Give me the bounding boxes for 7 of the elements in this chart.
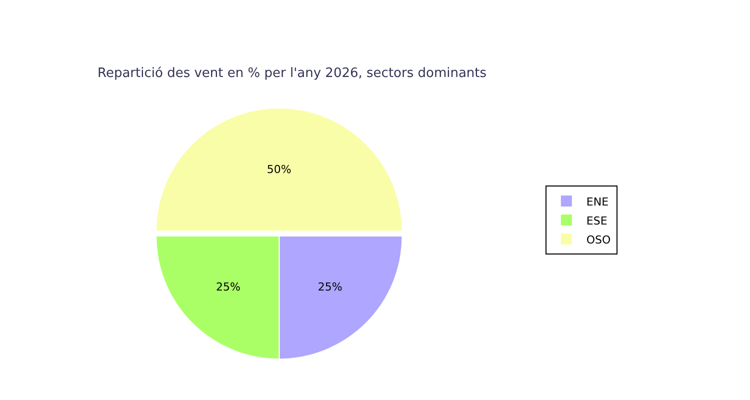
data-label: 25% [318,280,342,294]
data-label: 50% [266,163,292,176]
legend-label: ENE [586,195,609,208]
legend-label: OSO [586,233,612,246]
legend-label: ESE [586,214,608,228]
chart-title: Repartició des vent en % per l'any 2026, sectors dominants [98,66,487,82]
data-label: 25% [216,280,240,294]
